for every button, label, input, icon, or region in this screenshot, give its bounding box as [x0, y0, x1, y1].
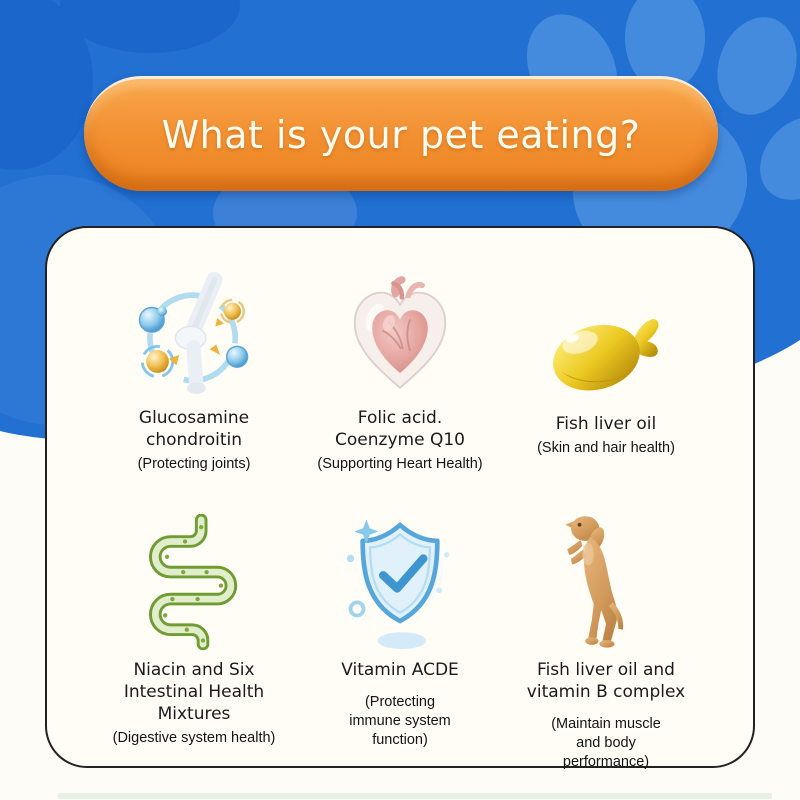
ingredient-benefit: (Supporting Heart Health)	[317, 456, 483, 473]
headline-banner: What is your pet eating?	[84, 76, 718, 191]
ingredient-cell-folic-acid: Folic acid. Coenzyme Q10 (Supporting Hea…	[297, 268, 503, 512]
ingredient-title: Fish liver oil	[555, 414, 657, 434]
ingredient-benefit: (Digestive system health)	[112, 730, 276, 747]
ingredient-cell-fish-liver-oil: Fish liver oil (Skin and hair health)	[503, 268, 709, 512]
ingredient-cell-fish-oil-vitb: Fish liver oil and vitamin B complex (Ma…	[503, 512, 709, 773]
heart-icon	[340, 268, 460, 398]
ingredient-benefit: (Protecting immune system function)	[349, 694, 451, 749]
bottom-edge-band	[58, 793, 772, 799]
ingredient-cell-niacin: Niacin and Six Intestinal Health Mixture…	[91, 512, 297, 773]
intestine-icon	[131, 512, 257, 650]
page-title: What is your pet eating?	[161, 113, 641, 157]
ingredient-title: Folic acid. Coenzyme Q10	[335, 408, 465, 451]
joint-bone-icon	[130, 268, 258, 398]
fish-oil-capsule-icon	[543, 268, 669, 404]
content-card: Glucosamine chondroitin (Protecting join…	[45, 226, 755, 770]
ingredient-benefit: (Skin and hair health)	[537, 440, 675, 457]
dog-icon	[554, 512, 658, 650]
ingredient-cell-glucosamine: Glucosamine chondroitin (Protecting join…	[91, 268, 297, 512]
ingredient-benefit: (Maintain muscle and body performance)	[551, 716, 661, 771]
shield-check-icon	[334, 512, 466, 650]
ingredient-title: Fish liver oil and vitamin B complex	[526, 660, 686, 703]
paw-print-dark-topleft	[0, 0, 240, 170]
ingredient-cell-vitamin-acde: Vitamin ACDE (Protecting immune system f…	[297, 512, 503, 773]
ingredient-benefit: (Protecting joints)	[137, 456, 251, 473]
ingredient-title: Vitamin ACDE	[341, 660, 459, 680]
ingredient-title: Niacin and Six Intestinal Health Mixture…	[123, 660, 265, 725]
ingredient-title: Glucosamine chondroitin	[138, 408, 250, 451]
